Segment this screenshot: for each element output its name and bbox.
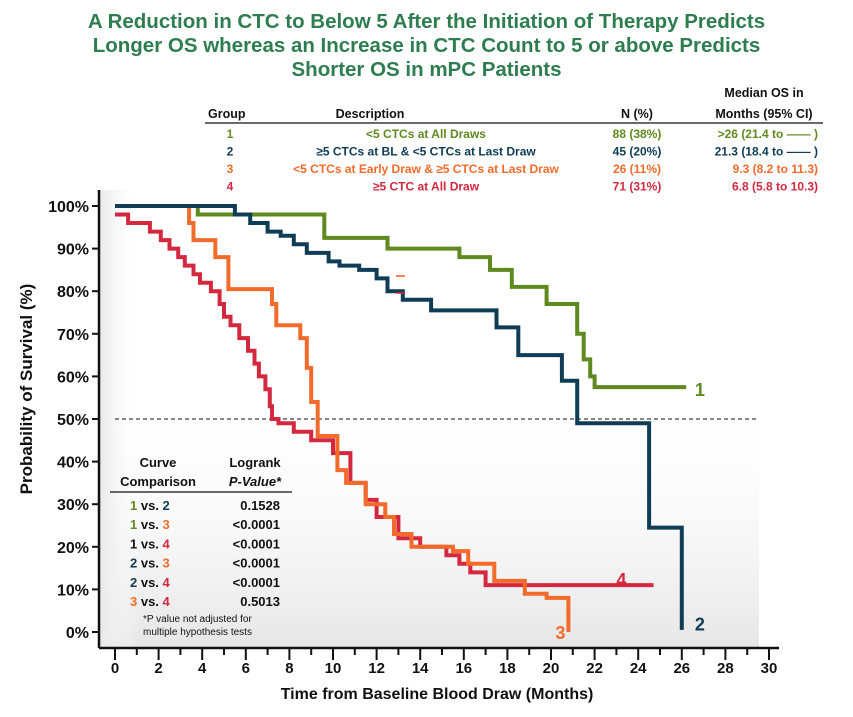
group-row-3-n: 26 (11%) — [613, 162, 661, 176]
x-tick-label: 10 — [325, 660, 342, 677]
y-tick-label: 50% — [57, 412, 89, 429]
title-line-3: Shorter OS in mPC Patients — [291, 58, 562, 81]
group-row-4-n: 71 (31%) — [613, 180, 662, 194]
group-table: Group Description N (%) Median OS in Mon… — [205, 86, 823, 194]
survival-curve-group-3 — [115, 204, 571, 632]
logrank-row-2-p: <0.0001 — [233, 517, 280, 532]
logrank-header-p-1: Logrank — [229, 455, 281, 470]
x-axis-label: Time from Baseline Blood Draw (Months) — [281, 686, 594, 703]
x-tick-label: 12 — [368, 660, 385, 677]
group-row-2-median: 21.3 (18.4 to —— ) — [715, 145, 818, 159]
logrank-row-4-comparison: 2 vs. 3 — [130, 556, 170, 571]
group-row-4-median: 6.8 (5.8 to 10.3) — [732, 180, 818, 194]
y-tick-label: 10% — [57, 582, 89, 599]
plot-shadow-bottom — [99, 390, 759, 648]
axes: 0%10%20%30%40%50%60%70%80%90%100%0 2 4 6 8 10… — [48, 190, 779, 677]
group-row-2-description: ≥5 CTCs at BL & <5 CTCs at Last Draw — [316, 145, 536, 159]
group-row-3-median: 9.3 (8.2 to 11.3) — [733, 162, 818, 176]
logrank-footnote-1: *P value not adjusted for — [143, 614, 252, 625]
y-tick-label: 60% — [57, 369, 89, 386]
title-line-2: Longer OS whereas an Increase in CTC Cou… — [92, 34, 761, 57]
logrank-table: Curve Comparison Logrank P-Value* 1 vs. … — [110, 455, 292, 638]
group-row-1-n: 88 (38%) — [613, 127, 662, 141]
x-tick-label: 2 — [154, 660, 162, 677]
curve-labels: 1 2 3 4 — [555, 380, 705, 643]
y-axis-label: Probability of Survival (%) — [17, 284, 36, 495]
x-tick-label: 16 — [455, 660, 472, 677]
header-group: Group — [208, 107, 246, 121]
group-row-4-id: 4 — [227, 180, 234, 194]
group-row-3-id: 3 — [227, 162, 234, 176]
x-tick-label: 24 — [630, 660, 647, 677]
y-tick-label: 30% — [57, 497, 89, 514]
chart-title: A Reduction in CTC to Below 5 After the … — [0, 10, 853, 82]
header-description: Description — [336, 107, 405, 121]
y-tick-label: 40% — [57, 455, 89, 472]
curve-label-4: 4 — [616, 570, 626, 590]
group-row-2-id: 2 — [227, 145, 234, 159]
x-tick-label: 30 — [761, 660, 778, 677]
logrank-row-1-comparison: 1 vs. 2 — [130, 498, 170, 513]
y-tick-label: 0% — [66, 625, 89, 642]
x-tick-label: 4 — [198, 660, 207, 677]
x-tick-label: 8 — [285, 660, 293, 677]
logrank-header-p-2: P-Value* — [229, 474, 282, 489]
group-row-3-description: <5 CTCs at Early Draw & ≥5 CTCs at Last … — [293, 162, 559, 176]
x-tick-label: 20 — [543, 660, 560, 677]
y-tick-label: 70% — [57, 327, 89, 344]
curve-label-2: 2 — [695, 614, 705, 634]
group-row-1-median: >26 (21.4 to —— ) — [718, 127, 818, 141]
x-tick-label: 26 — [673, 660, 690, 677]
logrank-row-3-comparison: 1 vs. 4 — [130, 536, 171, 551]
logrank-row-6-p: 0.5013 — [240, 594, 280, 609]
survival-curve-group-2 — [115, 204, 684, 630]
survival-curve-group-4 — [115, 212, 654, 588]
y-tick-label: 90% — [57, 242, 89, 259]
group-row-1-id: 1 — [227, 127, 234, 141]
y-tick-label: 100% — [48, 199, 89, 216]
title-line-1: A Reduction in CTC to Below 5 After the … — [87, 10, 766, 33]
x-tick-label: 18 — [499, 660, 516, 677]
x-tick-label: 14 — [412, 660, 429, 677]
x-tick-label: 28 — [717, 660, 734, 677]
curve-label-3: 3 — [555, 623, 565, 643]
header-median-line1: Median OS in — [724, 86, 803, 100]
logrank-row-4-p: <0.0001 — [233, 556, 280, 571]
logrank-row-3-p: <0.0001 — [233, 536, 280, 551]
logrank-row-5-p: <0.0001 — [233, 575, 280, 590]
x-tick-label: 22 — [586, 660, 603, 677]
logrank-header-curve-2: Comparison — [120, 474, 196, 489]
logrank-header-curve-1: Curve — [140, 455, 177, 470]
header-n: N (%) — [621, 107, 653, 121]
group-row-1-description: <5 CTCs at All Draws — [366, 127, 486, 141]
curve-label-1: 1 — [695, 380, 705, 400]
group-row-2-n: 45 (20%) — [613, 145, 662, 159]
header-median-line2: Months (95% CI) — [715, 107, 812, 121]
survival-curves — [115, 204, 687, 632]
logrank-row-5-comparison: 2 vs. 4 — [130, 575, 171, 590]
logrank-row-1-p: 0.1528 — [240, 498, 280, 513]
y-tick-label: 80% — [57, 284, 89, 301]
logrank-footnote-2: multiple hypothesis tests — [143, 627, 252, 638]
y-tick-label: 20% — [57, 540, 89, 557]
x-tick-label: 0 — [111, 660, 119, 677]
logrank-row-6-comparison: 3 vs. 4 — [130, 594, 171, 609]
x-tick-label: 6 — [242, 660, 250, 677]
survival-curve-group-1 — [115, 204, 687, 390]
group-row-4-description: ≥5 CTC at All Draw — [373, 180, 480, 194]
logrank-row-2-comparison: 1 vs. 3 — [130, 517, 170, 532]
